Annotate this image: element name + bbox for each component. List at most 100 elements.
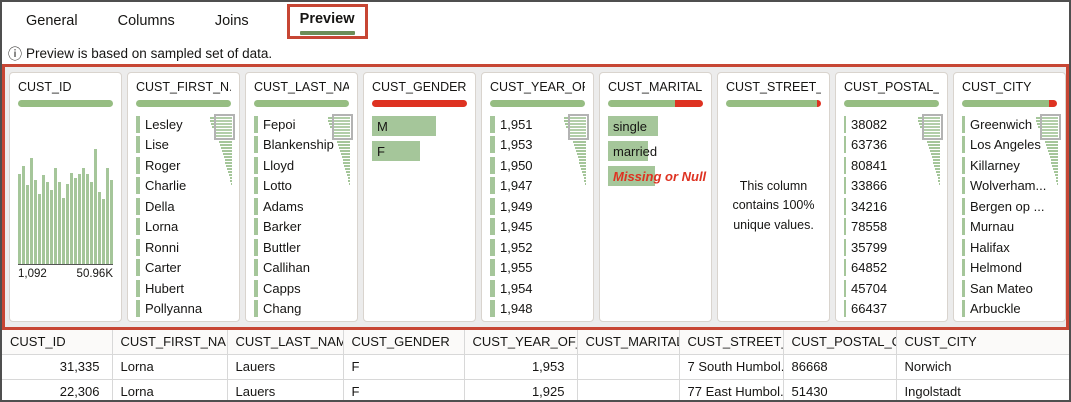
item-label: 38082 [851, 116, 888, 132]
profile-card-cust-id[interactable]: CUST_ID 1,092 50.96K [9, 72, 122, 322]
sparkline-bar [576, 153, 586, 155]
frequency-tick [490, 259, 495, 277]
frequency-tick [136, 177, 140, 195]
sparkline-bar [329, 123, 350, 125]
sparkline-bar [228, 174, 232, 176]
value-list: Greenwich Los Angeles Killarney Wolverham..… [962, 114, 1057, 319]
tab-columns[interactable]: Columns [116, 7, 177, 39]
category-label: single [613, 118, 647, 134]
frequency-tick [254, 115, 258, 133]
column-header-cust-first-na: CUST_FIRST_NA... [111, 330, 228, 355]
sparkline-bar [921, 129, 940, 131]
category-label: M [377, 118, 388, 134]
table-cell: Norwich [895, 353, 1069, 380]
sparkline-bar [582, 171, 586, 173]
item-label: 66437 [851, 301, 888, 317]
sparkline-bar [936, 174, 940, 176]
column-header-cust-postal-c: CUST_POSTAL_C... [782, 330, 897, 355]
frequency-tick [490, 156, 495, 174]
quality-green-segment [962, 100, 1050, 107]
category-bar [608, 141, 648, 161]
histogram-bar [82, 168, 85, 264]
item-label: Charlie [145, 178, 187, 194]
sparkline-bar [934, 165, 940, 167]
frequency-tick [962, 238, 965, 256]
sparkline-bar [931, 156, 940, 158]
tab-joins[interactable]: Joins [213, 7, 251, 39]
item-label: 64852 [851, 260, 888, 276]
sparkline-bar [1047, 150, 1058, 152]
sparkline-bar [337, 144, 350, 146]
sparkline-bar [918, 117, 940, 119]
frequency-tick [844, 156, 846, 174]
list-item: 1,948 [490, 299, 585, 320]
sparkline-bar [937, 177, 940, 179]
profile-card-cust-first-n[interactable]: CUST_FIRST_N... Lesley Lise Roger Charlie Del… [127, 72, 240, 322]
item-label: 80841 [851, 157, 888, 173]
sparkline-bar [938, 180, 940, 182]
frequency-tick [136, 238, 140, 256]
quality-bar [136, 100, 231, 107]
category-bar [372, 141, 420, 161]
card-title: CUST_GENDER [372, 80, 467, 94]
frequency-tick [490, 218, 495, 236]
value-list: 38082 63736 80841 33866 34216 78558 35799 64852… [844, 114, 939, 319]
profile-card-cust-city[interactable]: CUST_CITY Greenwich Los Angeles Killarney Wo… [953, 72, 1066, 322]
profile-card-cust-gender[interactable]: CUST_GENDER M F [363, 72, 476, 322]
profile-card-cust-year-of[interactable]: CUST_YEAR_OF... 1,951 1,953 1,950 1,947 1,949… [481, 72, 594, 322]
sparkline-bar [928, 147, 940, 149]
list-item: Della [136, 196, 231, 217]
list-item: Chang [254, 299, 349, 320]
sparkline-bar [341, 156, 350, 158]
column-header-cust-street-a: CUST_STREET_A... [678, 330, 784, 355]
active-tab-underline [26, 33, 78, 37]
profile-card-cust-last-na[interactable]: CUST_LAST_NA... Fepoi Blankenship Lloyd Lott… [245, 72, 358, 322]
frequency-funnel-sparkline [1036, 114, 1061, 186]
histogram-bar [18, 174, 21, 264]
sparkline-bar [575, 150, 586, 152]
profile-card-cust-marital[interactable]: CUST_MARITAL... single married Missing or N… [599, 72, 712, 322]
list-item: 35799 [844, 237, 939, 258]
list-item: 64852 [844, 258, 939, 279]
value-histogram [18, 115, 113, 265]
sparkline-bar [347, 177, 350, 179]
tab-preview[interactable]: Preview [286, 4, 368, 39]
card-title: CUST_STREET_... [726, 80, 821, 94]
list-item: 1,947 [490, 176, 585, 197]
list-item: 1,951 [490, 114, 585, 135]
quality-red-segment [674, 100, 703, 107]
quality-green-segment [136, 100, 231, 107]
list-item: Capps [254, 278, 349, 299]
tab-label-joins: Joins [214, 12, 249, 29]
sparkline-bar [578, 159, 586, 161]
item-label: Buttler [263, 239, 301, 255]
profile-card-cust-postal[interactable]: CUST_POSTAL_... 38082 63736 80841 33866 34216… [835, 72, 948, 322]
sparkline-bar [343, 162, 350, 164]
item-label: Blankenship [263, 137, 334, 153]
frequency-tick [962, 115, 965, 133]
table-row: 31,335 Lorna Lauers F 1,953 7 South Humbol...… [2, 353, 1069, 380]
card-title: CUST_POSTAL_... [844, 80, 939, 94]
list-item: 1,952 [490, 237, 585, 258]
frequency-tick [136, 259, 140, 277]
table-cell: 1,925 [463, 378, 578, 400]
histogram-bar [70, 172, 73, 264]
list-item: 1,949 [490, 196, 585, 217]
profile-card-cust-street[interactable]: CUST_STREET_... This column contains 100%… [717, 72, 830, 322]
tab-general[interactable]: General [24, 7, 80, 39]
table-cell: Lauers [226, 378, 344, 400]
frequency-tick [844, 177, 846, 195]
frequency-tick [136, 115, 140, 133]
list-item: Charlie [136, 176, 231, 197]
list-item: 38082 [844, 114, 939, 135]
item-label: San Mateo [970, 280, 1033, 296]
histogram-bar [74, 177, 77, 264]
sparkline-bar [225, 162, 232, 164]
list-item: 1,950 [490, 155, 585, 176]
item-label: Hubert [145, 280, 185, 296]
preview-table: CUST_IDCUST_FIRST_NA...CUST_LAST_NAMECUS… [2, 330, 1069, 400]
sparkline-zoom-box [1040, 114, 1061, 140]
histogram-axis: 1,092 50.96K [18, 268, 113, 280]
list-item: Wolverham... [962, 176, 1057, 197]
